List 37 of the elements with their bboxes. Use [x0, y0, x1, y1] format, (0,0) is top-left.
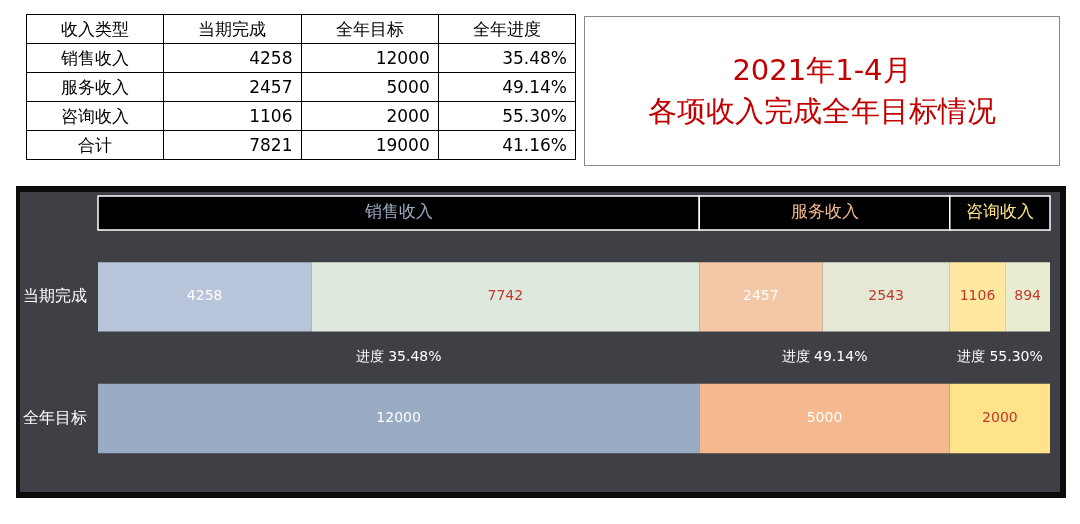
annotation: 进度 35.48% — [355, 348, 442, 365]
data-label: 2457 — [743, 287, 779, 304]
data-label: 5000 — [806, 409, 843, 426]
text: 35.48% — [502, 48, 567, 68]
category-label: 当期完成 — [163, 14, 301, 44]
text: 49.14% — [502, 77, 567, 97]
data-label: 2543 — [868, 287, 904, 304]
text: 收入类型 — [26, 14, 164, 44]
text: 55.30% — [502, 106, 567, 126]
text: 19000 — [375, 135, 430, 155]
data-label: 894 — [1014, 287, 1042, 304]
text: 4258 — [249, 48, 293, 68]
text: 服务收入 — [790, 201, 859, 222]
text: 41.16% — [502, 135, 567, 155]
chart-subtitle: 各项收入完成全年目标情况 — [647, 93, 997, 130]
data-label: 12000 — [376, 409, 421, 426]
annotation: 进度 55.30% — [956, 348, 1043, 365]
text: 5000 — [386, 77, 430, 97]
data-label: 2000 — [982, 409, 1018, 426]
category-label: 合计 — [78, 134, 113, 155]
text: 2000 — [386, 106, 430, 126]
text: 2457 — [249, 77, 293, 97]
category-label: 全年目标 — [301, 14, 439, 44]
text: 咨询收入 — [965, 201, 1034, 222]
category-label: 全年进度 — [438, 14, 576, 44]
category-label: 销售收入 — [61, 47, 130, 68]
chart-title: 2021年1-4月 — [731, 52, 913, 90]
data-label: 1106 — [959, 287, 996, 304]
annotation: 进度 49.14% — [781, 348, 868, 365]
data-label: 7742 — [487, 287, 524, 304]
text: 7821 — [249, 135, 293, 155]
category-label: 服务收入 — [61, 76, 130, 97]
data-label: 4258 — [186, 287, 223, 304]
text: 1106 — [249, 106, 293, 126]
text: 12000 — [375, 48, 430, 68]
category-label: 咨询收入 — [61, 105, 130, 126]
text: 销售收入 — [363, 201, 433, 222]
